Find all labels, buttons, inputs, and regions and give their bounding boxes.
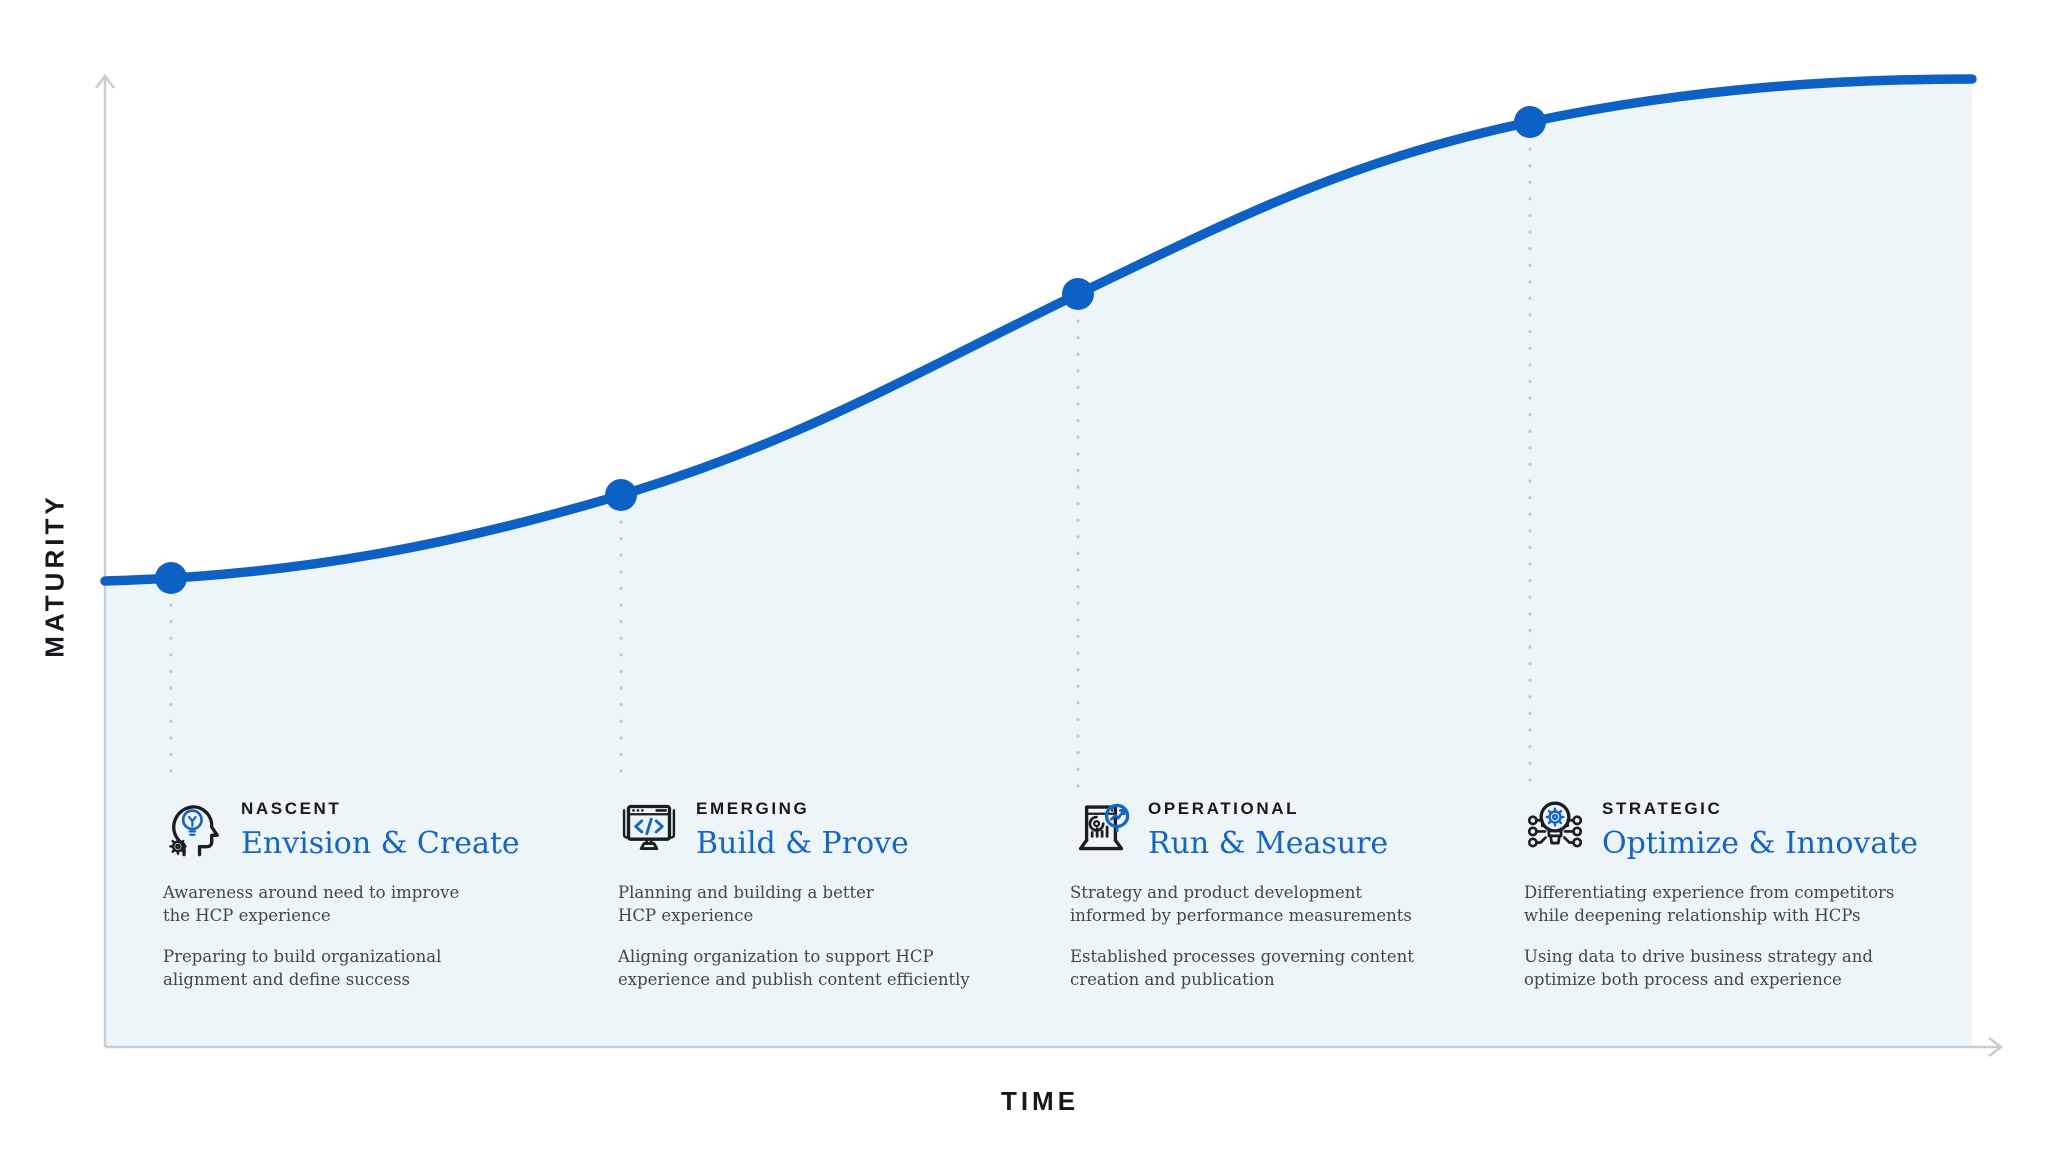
stage-title: Optimize & Innovate: [1602, 826, 1919, 861]
stage-title: Build & Prove: [696, 826, 909, 861]
stage-description: Strategy and product development informe…: [1070, 883, 1412, 926]
stage-description: Differentiating experience from competit…: [1524, 883, 1895, 926]
milestone-dot: [1514, 106, 1546, 138]
y-axis-label: MATURITY: [39, 493, 70, 658]
stage-label: NASCENT: [241, 799, 342, 818]
stage-description: Planning and building a better HCP exper…: [618, 883, 874, 926]
x-axis: [105, 1037, 2004, 1057]
milestone-dot: [605, 479, 637, 511]
stage-label: OPERATIONAL: [1148, 799, 1300, 818]
monitor-code-icon: [622, 804, 676, 851]
stage-description: Using data to drive business strategy an…: [1524, 947, 1873, 990]
laptop-analytics-check-icon: [1078, 803, 1130, 851]
milestone-dot: [155, 562, 187, 594]
stage-nascent: NASCENT Envision & Create Awareness arou…: [163, 796, 603, 991]
y-axis: [95, 73, 115, 1047]
x-axis-label: TIME: [1000, 1086, 1080, 1116]
stage-description: Awareness around need to improve the HCP…: [163, 883, 460, 926]
stage-description: Established processes governing content …: [1070, 947, 1414, 990]
stage-label: STRATEGIC: [1602, 799, 1723, 818]
stage-description: Preparing to build organizational alignm…: [163, 947, 442, 990]
curve-area-fill: [105, 79, 1972, 1046]
stage-label: EMERGING: [696, 799, 810, 818]
head-idea-gear-icon: [169, 805, 219, 857]
milestone-dot: [1062, 278, 1094, 310]
stage-emerging: EMERGING Build & Prove Planning and buil…: [618, 796, 1058, 991]
bulb-gear-network-icon: [1527, 801, 1583, 848]
stage-title: Run & Measure: [1148, 826, 1389, 861]
stage-description: Aligning organization to support HCP exp…: [618, 947, 970, 990]
stage-operational: OPERATIONAL Run & Measure Strategy and p…: [1070, 796, 1510, 991]
stage-title: Envision & Create: [241, 826, 520, 861]
stage-strategic: STRATEGIC Optimize & Innovate Differenti…: [1524, 796, 1964, 991]
